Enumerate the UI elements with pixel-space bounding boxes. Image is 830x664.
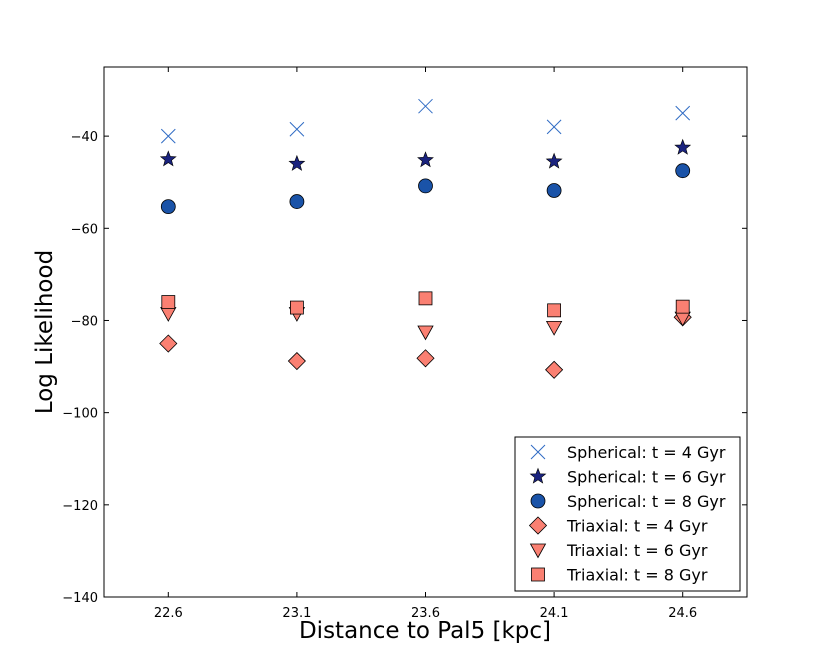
data-point (160, 128, 176, 144)
x-tick-label: 24.6 (668, 606, 697, 621)
legend-marker (531, 567, 545, 582)
legend-label: Spherical: t = 4 Gyr (567, 443, 726, 462)
x-axis-label: Distance to Pal5 [kpc] (299, 618, 551, 644)
legend-marker (529, 467, 547, 484)
data-point (545, 320, 563, 336)
data-point (546, 119, 562, 135)
axis-ticks: 22.6 23.1 23.6 24.1 24.6 −40 −60 −80 −100 −120 −14… (62, 67, 747, 621)
x-tick-label: 23.1 (282, 606, 311, 621)
data-point (287, 351, 306, 371)
data-point (161, 295, 176, 309)
legend-marker (530, 444, 546, 460)
legend-label: Spherical: t = 8 Gyr (567, 492, 726, 511)
y-tick-label: −100 (62, 407, 98, 422)
data-point (417, 151, 434, 168)
legend-box (514, 436, 741, 592)
series-x (160, 98, 691, 144)
legend-label: Spherical: t = 6 Gyr (567, 468, 726, 487)
legend-marker (529, 543, 547, 559)
data-point (289, 300, 304, 315)
data-points (159, 98, 692, 379)
data-point (675, 299, 690, 314)
y-tick-label: −40 (71, 130, 98, 145)
legend-label: Triaxial: t = 4 Gyr (566, 517, 708, 536)
x-tick-label: 22.6 (154, 606, 183, 621)
data-point (288, 154, 306, 171)
legend: Spherical: t = 4 Gyr Spherical: t = 6 Gyr… (514, 436, 741, 592)
data-point (160, 199, 176, 215)
data-point (418, 178, 433, 194)
legend-label: Triaxial: t = 6 Gyr (566, 541, 708, 560)
legend-marker (530, 493, 546, 509)
y-tick-label: −140 (62, 591, 98, 606)
legend-marker (528, 516, 548, 535)
legend-label: Triaxial: t = 8 Gyr (566, 566, 708, 585)
data-point (418, 291, 433, 306)
y-tick-label: −80 (71, 314, 98, 329)
data-point (545, 152, 563, 169)
x-tick-label: 24.1 (540, 606, 569, 621)
data-point (674, 138, 692, 155)
data-point (675, 105, 691, 121)
y-tick-label: −60 (71, 222, 98, 237)
data-point (417, 325, 434, 341)
y-axis-label: Log Likelihood (32, 250, 58, 414)
y-tick-label: −120 (62, 499, 98, 514)
plot-frame (103, 66, 748, 598)
series-square (161, 291, 690, 318)
data-point (159, 334, 178, 353)
data-point (159, 150, 177, 167)
data-point (545, 360, 564, 379)
data-point (418, 98, 433, 114)
series-circle (160, 163, 691, 215)
data-point (416, 349, 435, 368)
x-tick-label: 23.6 (411, 606, 440, 621)
data-point (289, 194, 305, 209)
series-star (159, 138, 692, 171)
data-point (547, 303, 561, 318)
data-point (546, 183, 562, 198)
data-point (289, 121, 305, 137)
data-point (675, 163, 691, 179)
